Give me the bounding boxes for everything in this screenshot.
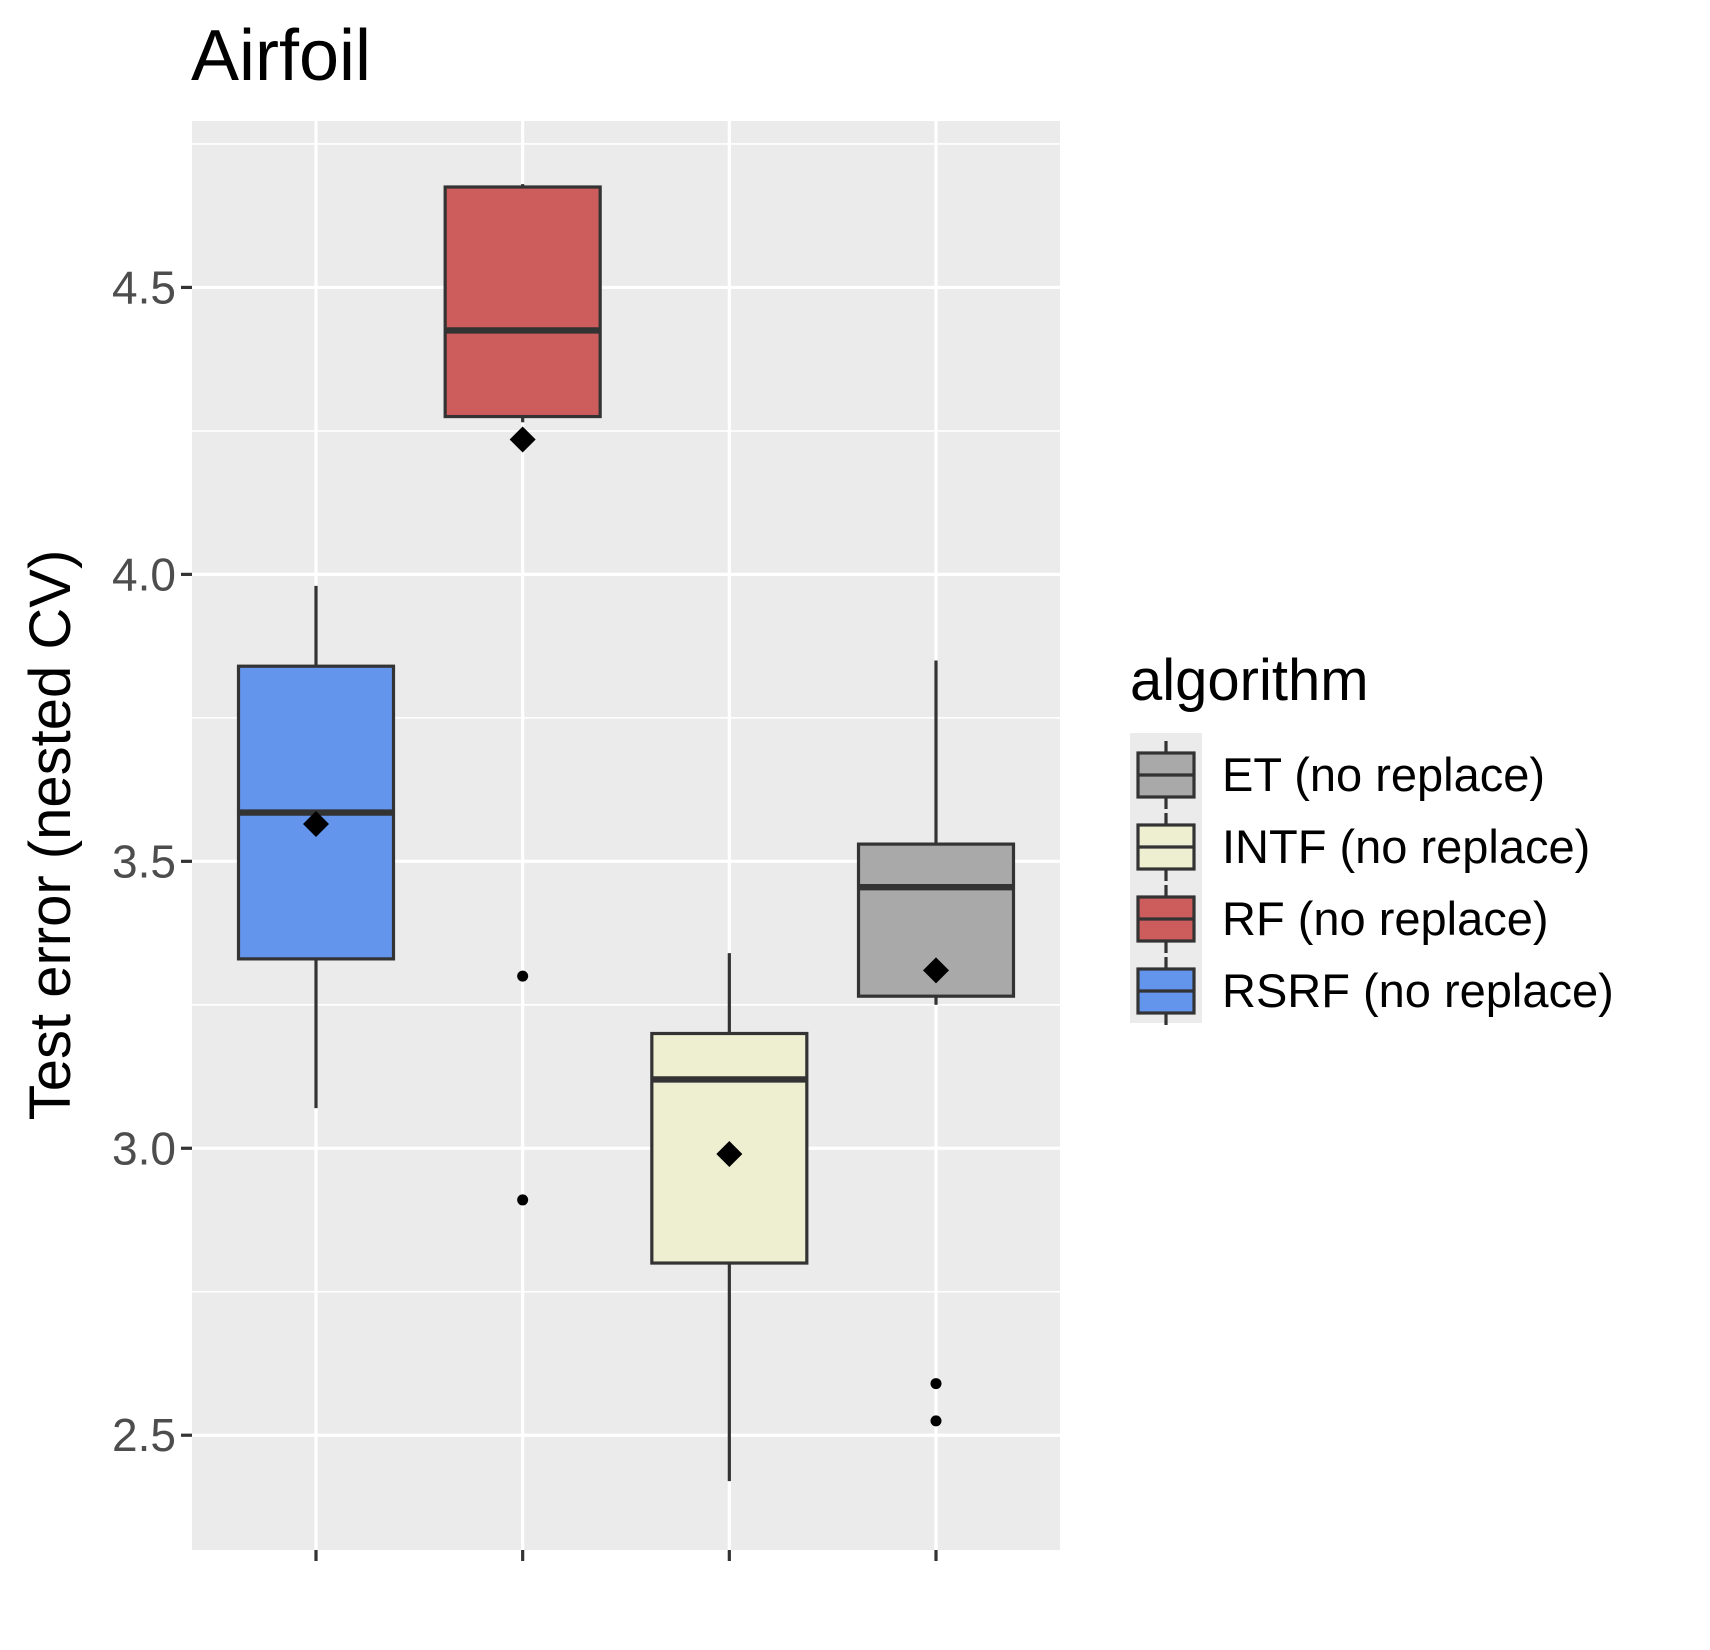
y-tick-label: 4.5: [112, 261, 176, 313]
boxplot-rsrf: [236, 585, 396, 1109]
legend-label: RSRF (no replace): [1222, 964, 1614, 1017]
y-tick-label: 4.0: [112, 548, 176, 600]
legend-label: ET (no replace): [1222, 748, 1545, 801]
y-tick-label: 2.5: [112, 1409, 176, 1461]
legend: algorithm ET (no replace) INTF (no replac…: [1130, 648, 1614, 1025]
boxplot-rf: [443, 184, 602, 1206]
y-tick-label: 3.5: [112, 835, 176, 887]
mean-marker: [509, 426, 536, 453]
outlier-point: [517, 970, 529, 982]
boxplot-et: [856, 660, 1016, 1427]
legend-item: RSRF (no replace): [1136, 957, 1614, 1025]
y-axis: 2.5 3.0 3.5 4.0 4.5: [112, 261, 192, 1461]
legend-title: algorithm: [1130, 648, 1369, 713]
y-axis-label: Test error (nested CV): [18, 550, 83, 1121]
mean-marker: [303, 811, 329, 838]
legend-label: INTF (no replace): [1222, 820, 1590, 873]
boxplots: [236, 184, 1016, 1482]
outlier-point: [930, 1415, 942, 1427]
outlier-point: [517, 1194, 529, 1206]
mean-marker: [923, 957, 949, 984]
y-tick-label: 3.0: [112, 1122, 176, 1174]
legend-label: RF (no replace): [1222, 892, 1549, 945]
x-axis: [314, 1550, 938, 1561]
iqr-box: [443, 185, 602, 419]
outlier-point: [930, 1378, 942, 1390]
legend-item: RF (no replace): [1136, 885, 1549, 953]
mean-marker: [716, 1141, 743, 1168]
boxplot-intf: [650, 953, 809, 1482]
legend-item: INTF (no replace): [1136, 813, 1590, 881]
legend-item: ET (no replace): [1136, 741, 1545, 809]
chart-title: Airfoil: [191, 16, 371, 96]
